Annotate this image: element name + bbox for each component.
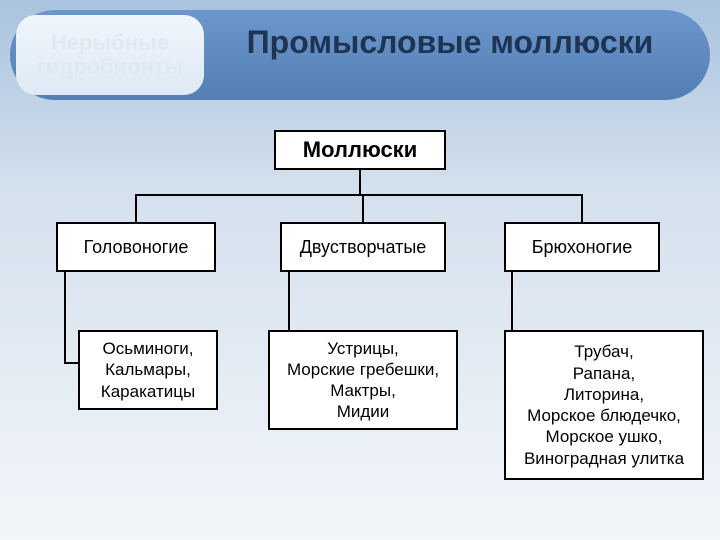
- tree-category-label: Головоногие: [84, 236, 189, 259]
- tree-category-box: Брюхоногие: [504, 222, 660, 272]
- tree-root-box: Моллюски: [274, 130, 446, 170]
- tree-category-label: Брюхоногие: [532, 236, 633, 259]
- tree-leaf-box: Трубач, Рапана, Литорина, Морское блюдеч…: [504, 330, 704, 480]
- conn-cat1-vstub: [362, 194, 364, 222]
- header-bar: Нерыбные гидробионты Промысловые моллюск…: [10, 10, 710, 100]
- conn-cat2-vstub: [581, 194, 583, 222]
- conn-root-hbar: [135, 194, 583, 196]
- tree-leaf-box: Осьминоги, Кальмары, Каракатицы: [78, 330, 218, 410]
- tree-category-label: Двустворчатые: [300, 236, 427, 259]
- conn-leaf0-h: [64, 362, 78, 364]
- tree-category-box: Двустворчатые: [280, 222, 446, 272]
- conn-root-vstub: [359, 170, 361, 194]
- tree-root-label: Моллюски: [303, 136, 417, 164]
- conn-leaf0-v: [64, 272, 66, 364]
- header-badge: Нерыбные гидробионты: [16, 15, 204, 95]
- header-title: Промысловые моллюски: [240, 26, 660, 60]
- tree-category-box: Головоногие: [56, 222, 216, 272]
- tree-leaf-box: Устрицы, Морские гребешки, Мактры, Мидии: [268, 330, 458, 430]
- tree-leaf-label: Трубач, Рапана, Литорина, Морское блюдеч…: [524, 341, 684, 469]
- tree-leaf-label: Устрицы, Морские гребешки, Мактры, Мидии: [287, 338, 439, 423]
- conn-cat0-vstub: [135, 194, 137, 222]
- header-badge-text: Нерыбные гидробионты: [16, 31, 204, 79]
- slide-root: Нерыбные гидробионты Промысловые моллюск…: [0, 0, 720, 540]
- header-title-text: Промысловые моллюски: [247, 24, 654, 60]
- tree-leaf-label: Осьминоги, Кальмары, Каракатицы: [101, 338, 195, 402]
